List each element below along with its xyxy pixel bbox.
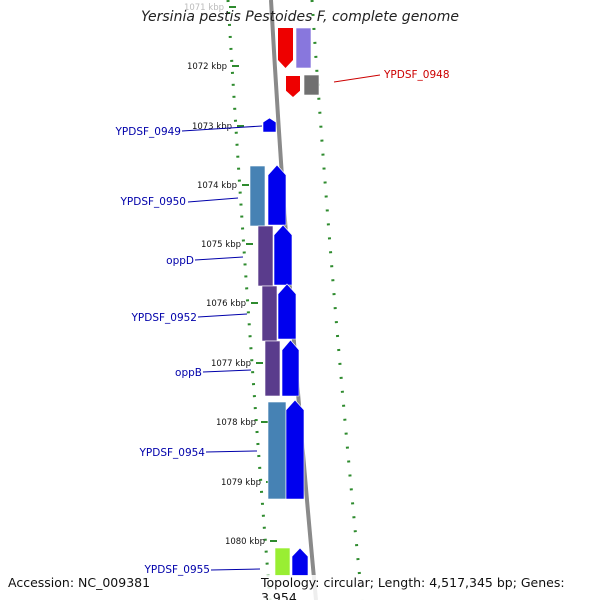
outer-tick-ring (310, 0, 364, 600)
kbp-tick-label: 1071 kbp (184, 3, 224, 13)
kbp-tick-label: 1075 kbp (201, 240, 241, 250)
kbp-tick-label: 1080 kbp (225, 537, 265, 547)
gene-label-leader (333, 74, 381, 83)
gene-label: YPDSF_0950 (119, 196, 186, 208)
gene-label-leader (194, 256, 244, 261)
gene-box-gray (303, 74, 320, 96)
gene-box-lavender (295, 27, 312, 69)
gene-box-oppd (257, 225, 274, 287)
gene-label-leader (181, 125, 263, 132)
gene-box-lime (274, 547, 291, 577)
kbp-tick-label: 1077 kbp (211, 359, 251, 369)
gene-box-0952 (261, 285, 278, 342)
gene-label: YPDSF_0952 (130, 312, 197, 324)
genome-summary-text: Topology: circular; Length: 4,517,345 bp… (261, 575, 600, 600)
kbp-tick-label: 1072 kbp (187, 62, 227, 72)
gene-label-leader (197, 313, 248, 318)
kbp-tick-label: 1078 kbp (216, 418, 256, 428)
gene-box-oppb (264, 340, 281, 397)
gene-label: YPDSF_0948 (383, 69, 450, 81)
gene-box-steel-0950 (249, 165, 266, 227)
gene-arrow-ypdsf0954 (285, 399, 305, 500)
gene-label-leader (202, 369, 252, 373)
gene-label-leader (187, 197, 239, 203)
kbp-tick-label: 1073 kbp (192, 122, 232, 132)
gene-arrow-ypdsf0955 (291, 547, 309, 577)
gene-label-leader (205, 450, 258, 453)
kbp-tick-label: 1079 kbp (221, 478, 261, 488)
gene-label: YPDSF_0955 (143, 564, 210, 576)
gene-box-steel-0954 (267, 401, 287, 500)
accession-text: Accession: NC_009381 (8, 575, 154, 590)
gene-arrow-red (278, 28, 293, 68)
gene-arrow-ypdsf0950 (267, 164, 287, 226)
gene-arrow-oppd (273, 224, 293, 286)
inner-tick-ring (226, 0, 272, 600)
gene-label: oppB (175, 367, 202, 379)
gene-arrow-oppb (281, 339, 300, 397)
gene-label-leader (210, 568, 261, 571)
kbp-tick-label: 1074 kbp (197, 181, 237, 191)
gene-label: YPDSF_0949 (114, 126, 181, 138)
gene-label: oppD (166, 255, 194, 267)
gene-label: YPDSF_0954 (138, 447, 205, 459)
gene-arrow-red-small (286, 76, 300, 97)
gene-arrow-ypdsf0952 (277, 283, 297, 340)
kbp-tick-label: 1076 kbp (206, 299, 246, 309)
gene-arrow-ypdsf0949 (262, 117, 277, 133)
map-title: Yersinia pestis Pestoides F, complete ge… (141, 9, 459, 25)
